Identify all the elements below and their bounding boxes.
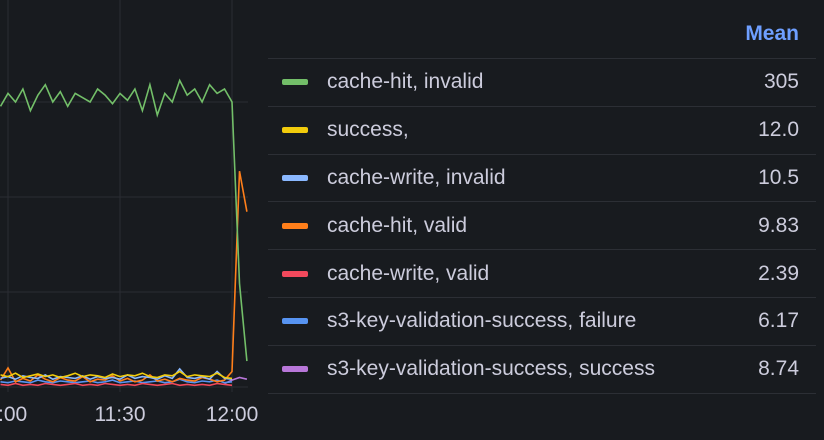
series-color-swatch (282, 79, 308, 86)
series-mean: 12.0 (758, 118, 799, 142)
series-name: cache-write, valid (327, 261, 490, 285)
x-tick-label: 11:30 (95, 403, 146, 426)
grid-lines (0, 0, 248, 392)
series-lines (0, 78, 248, 387)
series-color-swatch (282, 127, 308, 134)
series-name: cache-hit, valid (327, 213, 468, 237)
series-name: cache-write, invalid (327, 165, 506, 189)
series-name: s3-key-validation-success, failure (327, 309, 637, 333)
series-line-s3-key-validation-success-failure[interactable] (0, 378, 233, 384)
series-name: success, (327, 118, 409, 142)
x-tick-label: 12:00 (206, 403, 259, 426)
legend-table: Mean cache-hit, invalid 305 success, 12.0 ca… (268, 10, 816, 394)
series-line-cache-hit-invalid[interactable] (0, 78, 248, 362)
series-mean: 8.74 (758, 357, 799, 381)
series-line-cache-hit-valid[interactable] (0, 170, 248, 383)
series-mean: 9.83 (758, 213, 799, 237)
legend-item[interactable]: s3-key-validation-success, failure 6.17 (268, 298, 816, 346)
legend-item[interactable]: cache-write, invalid 10.5 (268, 155, 816, 203)
series-line-success[interactable] (0, 370, 233, 380)
series-mean: 305 (763, 70, 799, 94)
legend-item[interactable]: cache-hit, invalid 305 (268, 59, 816, 107)
series-name: cache-hit, invalid (327, 70, 484, 94)
series-color-swatch (282, 222, 308, 229)
legend-item[interactable]: cache-write, valid 2.39 (268, 250, 816, 298)
series-color-swatch (282, 270, 308, 277)
x-tick-label: :00 (0, 403, 27, 426)
legend-item[interactable]: success, 12.0 (268, 107, 816, 155)
series-line-cache-write-valid[interactable] (0, 382, 233, 387)
series-mean: 6.17 (758, 309, 799, 333)
series-color-swatch (282, 366, 308, 373)
series-color-swatch (282, 174, 308, 181)
legend-header-mean[interactable]: Mean (268, 10, 816, 59)
legend-item[interactable]: s3-key-validation-success, success 8.74 (268, 346, 816, 394)
series-color-swatch (282, 318, 308, 325)
series-name: s3-key-validation-success, success (327, 357, 655, 381)
legend-item[interactable]: cache-hit, valid 9.83 (268, 202, 816, 251)
time-series-plot: :00 11:30 12:00 (0, 0, 259, 426)
series-line-cache-write-invalid[interactable] (0, 367, 233, 381)
series-mean: 10.5 (758, 165, 799, 189)
series-mean: 2.39 (758, 261, 799, 285)
